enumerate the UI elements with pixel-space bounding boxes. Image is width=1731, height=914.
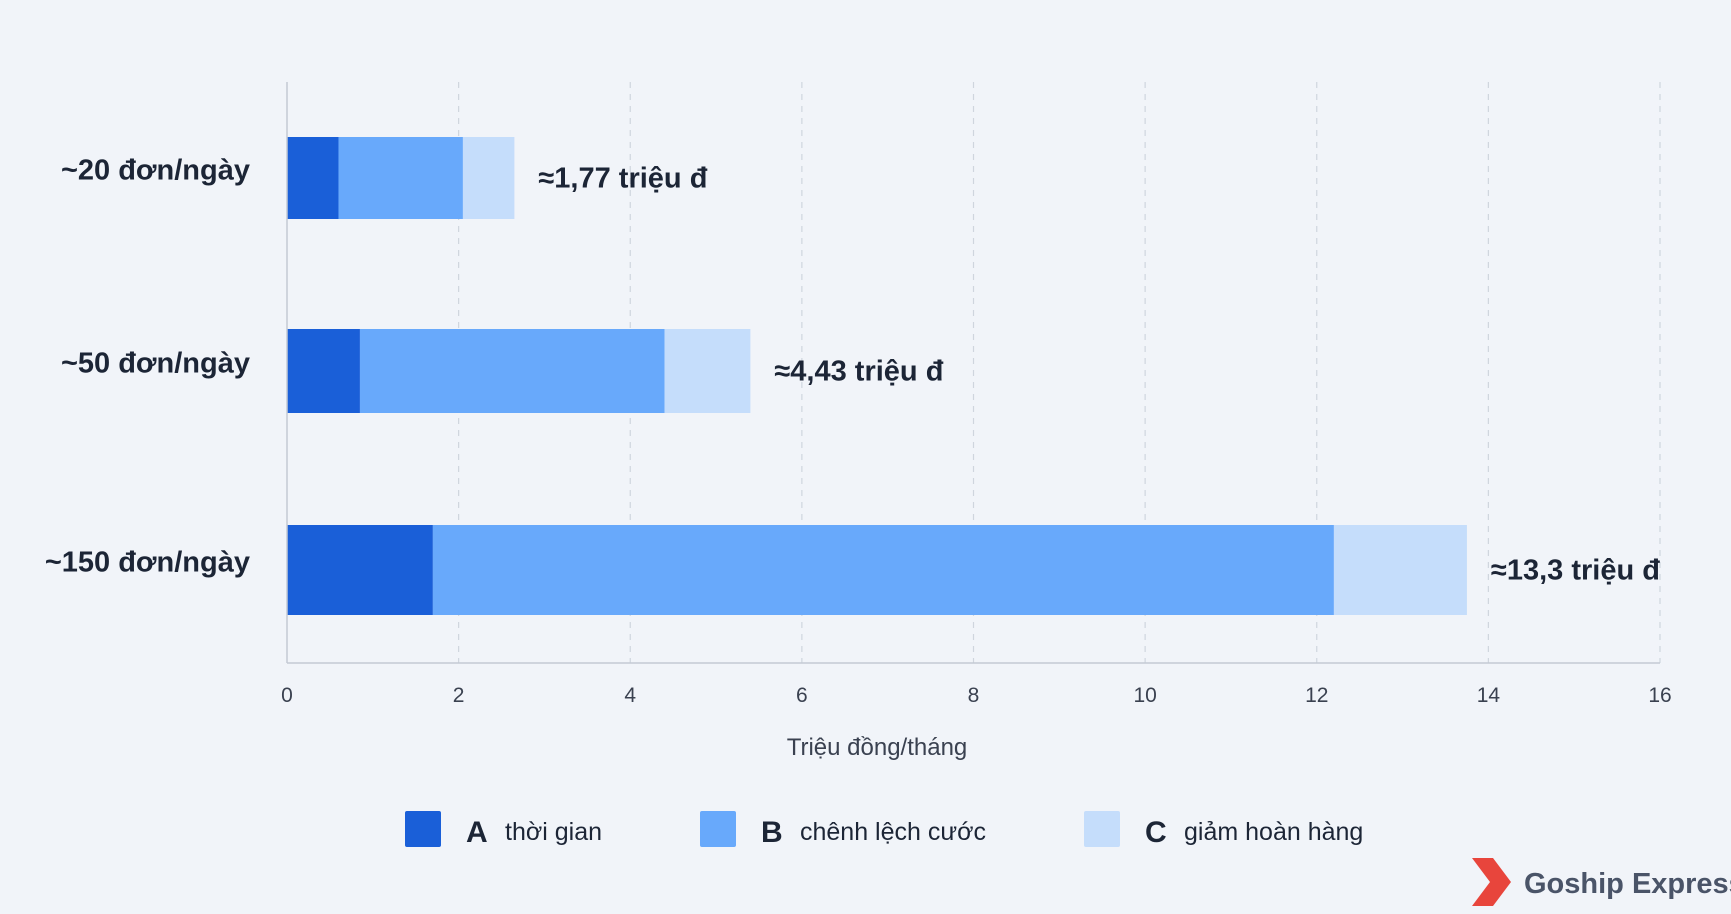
category-label: ~50 đơn/ngày — [61, 348, 250, 380]
x-axis-title: Triệu đồng/tháng — [787, 734, 968, 761]
x-tick-label: 14 — [1477, 684, 1501, 707]
x-tick-label: 4 — [624, 684, 636, 707]
category-label: ~20 đơn/ngày — [61, 155, 250, 187]
bar-segment-c — [462, 137, 515, 219]
x-tick-label: 0 — [281, 684, 293, 707]
bar-segment-c — [1333, 525, 1467, 615]
x-tick-label: 2 — [453, 684, 465, 707]
legend-key: A — [466, 816, 488, 849]
brand-name: Goship Express — [1524, 868, 1731, 900]
bar-segment-a — [287, 525, 433, 615]
x-tick-label: 16 — [1648, 684, 1671, 707]
legend-label: chênh lệch cước — [800, 818, 986, 846]
total-label: ≈13,3 triệu đ — [1491, 555, 1660, 587]
x-axis: 0 2 4 6 8 10 12 14 16 — [281, 82, 1672, 707]
legend-label: thời gian — [505, 818, 602, 846]
x-tick-label: 12 — [1305, 684, 1328, 707]
legend-swatch — [700, 811, 736, 847]
legend-swatch — [405, 811, 441, 847]
legend-label: giảm hoàn hàng — [1184, 818, 1363, 846]
category-label: ~150 đơn/ngày — [45, 547, 250, 579]
bar-segment-a — [287, 329, 360, 413]
bars — [287, 137, 1467, 615]
bar-segment-a — [287, 137, 339, 219]
x-tick-label: 8 — [968, 684, 980, 707]
brand-logo: Goship Express — [1472, 858, 1731, 906]
labels: ~20 đơn/ngày ≈1,77 triệu đ ~50 đơn/ngày ≈4,… — [45, 155, 1660, 587]
legend-swatch — [1084, 811, 1120, 847]
x-tick-label: 6 — [796, 684, 808, 707]
bar-segment-c — [664, 329, 751, 413]
total-label: ≈4,43 triệu đ — [774, 356, 943, 388]
legend-key: B — [761, 816, 783, 849]
bar-segment-b — [359, 329, 665, 413]
bar-segment-b — [338, 137, 463, 219]
grid-lines — [458, 82, 1661, 663]
total-label: ≈1,77 triệu đ — [538, 163, 707, 195]
x-tick-label: 10 — [1133, 684, 1156, 707]
bar-segment-b — [432, 525, 1334, 615]
legend-key: C — [1145, 816, 1167, 849]
chevron-logo-icon — [1472, 858, 1511, 906]
